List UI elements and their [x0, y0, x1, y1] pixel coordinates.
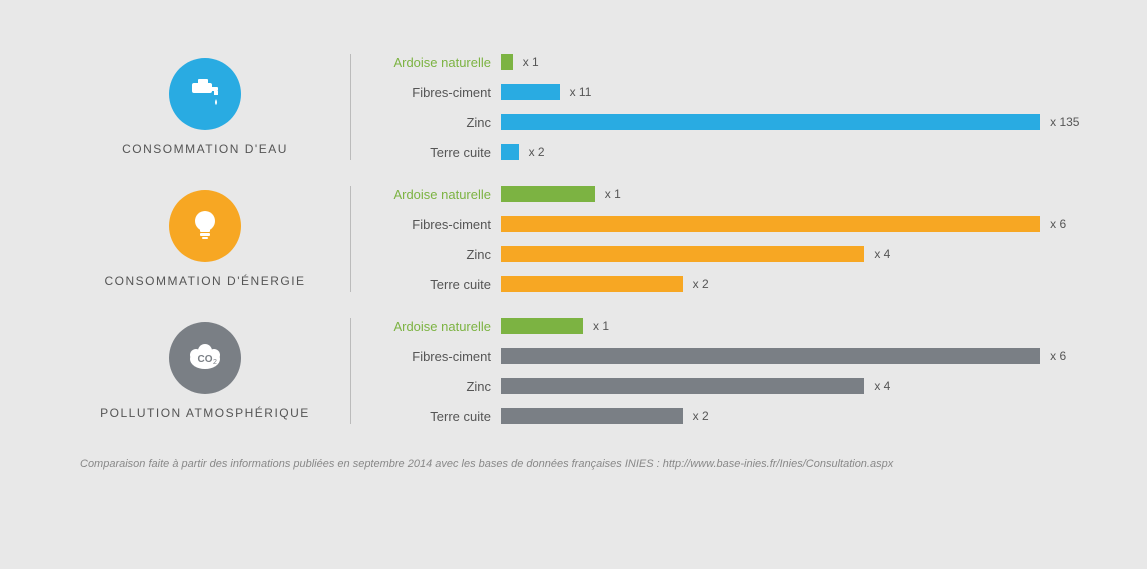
- section-title: CONSOMMATION D'EAU: [122, 142, 288, 156]
- bar-value: x 2: [693, 277, 709, 291]
- bar-track: x 6: [501, 216, 1087, 232]
- section-title: CONSOMMATION D'ÉNERGIE: [104, 274, 305, 288]
- bar-track: x 11: [501, 84, 1087, 100]
- bar-value: x 2: [529, 145, 545, 159]
- bar-fill: [501, 186, 595, 202]
- bar-row: Terre cuite x 2: [371, 276, 1087, 292]
- bars-group: Ardoise naturelle x 1 Fibres-ciment x 6 Zinc…: [351, 182, 1087, 296]
- bar-fill: [501, 276, 683, 292]
- bar-fill: [501, 54, 513, 70]
- bar-label: Fibres-ciment: [371, 349, 491, 364]
- chart-container: CONSOMMATION D'EAU Ardoise naturelle x 1 Fi…: [60, 50, 1087, 428]
- bar-track: x 135: [501, 114, 1087, 130]
- bars-group: Ardoise naturelle x 1 Fibres-ciment x 6 Zinc…: [351, 314, 1087, 428]
- bar-row: Fibres-ciment x 6: [371, 216, 1087, 232]
- bar-track: x 2: [501, 408, 1087, 424]
- icon-block: CO2 POLLUTION ATMOSPHÉRIQUE: [60, 322, 350, 420]
- section: CO2 POLLUTION ATMOSPHÉRIQUE Ardoise nature…: [60, 314, 1087, 428]
- bar-label: Terre cuite: [371, 145, 491, 160]
- bars-group: Ardoise naturelle x 1 Fibres-ciment x 11 Zin…: [351, 50, 1087, 164]
- bar-label: Zinc: [371, 379, 491, 394]
- bar-track: x 1: [501, 318, 1087, 334]
- bar-value: x 1: [593, 319, 609, 333]
- energy-icon: [169, 190, 241, 262]
- bar-value: x 1: [523, 55, 539, 69]
- bar-fill: [501, 144, 519, 160]
- bar-fill: [501, 114, 1040, 130]
- bar-row: Zinc x 4: [371, 246, 1087, 262]
- bar-row: Fibres-ciment x 6: [371, 348, 1087, 364]
- bar-label: Terre cuite: [371, 409, 491, 424]
- bar-track: x 1: [501, 54, 1087, 70]
- bar-track: x 1: [501, 186, 1087, 202]
- section: CONSOMMATION D'EAU Ardoise naturelle x 1 Fi…: [60, 50, 1087, 164]
- bar-value: x 135: [1050, 115, 1079, 129]
- bar-value: x 4: [874, 379, 890, 393]
- bar-label: Fibres-ciment: [371, 217, 491, 232]
- bar-label: Ardoise naturelle: [371, 187, 491, 202]
- water-icon: [169, 58, 241, 130]
- bar-value: x 1: [605, 187, 621, 201]
- section: CONSOMMATION D'ÉNERGIE Ardoise naturelle x…: [60, 182, 1087, 296]
- icon-block: CONSOMMATION D'EAU: [60, 58, 350, 156]
- svg-text:2: 2: [213, 359, 217, 366]
- co2-icon: CO2: [169, 322, 241, 394]
- bar-label: Fibres-ciment: [371, 85, 491, 100]
- bar-row: Ardoise naturelle x 1: [371, 186, 1087, 202]
- bar-fill: [501, 408, 683, 424]
- bar-row: Fibres-ciment x 11: [371, 84, 1087, 100]
- bar-fill: [501, 246, 864, 262]
- bar-row: Zinc x 135: [371, 114, 1087, 130]
- bar-fill: [501, 348, 1040, 364]
- bar-fill: [501, 216, 1040, 232]
- bar-row: Terre cuite x 2: [371, 144, 1087, 160]
- bar-label: Ardoise naturelle: [371, 55, 491, 70]
- bar-value: x 4: [874, 247, 890, 261]
- bar-row: Ardoise naturelle x 1: [371, 54, 1087, 70]
- bar-row: Terre cuite x 2: [371, 408, 1087, 424]
- bar-track: x 4: [501, 246, 1087, 262]
- icon-block: CONSOMMATION D'ÉNERGIE: [60, 190, 350, 288]
- bar-fill: [501, 318, 583, 334]
- bar-label: Terre cuite: [371, 277, 491, 292]
- bar-row: Zinc x 4: [371, 378, 1087, 394]
- bar-track: x 2: [501, 144, 1087, 160]
- bar-value: x 6: [1050, 217, 1066, 231]
- bar-value: x 6: [1050, 349, 1066, 363]
- footnote: Comparaison faite à partir des informati…: [60, 458, 1087, 470]
- bar-value: x 2: [693, 409, 709, 423]
- bar-label: Ardoise naturelle: [371, 319, 491, 334]
- bar-row: Ardoise naturelle x 1: [371, 318, 1087, 334]
- bar-label: Zinc: [371, 115, 491, 130]
- bar-track: x 6: [501, 348, 1087, 364]
- section-title: POLLUTION ATMOSPHÉRIQUE: [100, 406, 310, 420]
- bar-fill: [501, 84, 560, 100]
- bar-track: x 4: [501, 378, 1087, 394]
- bar-value: x 11: [570, 85, 592, 99]
- bar-track: x 2: [501, 276, 1087, 292]
- svg-text:CO: CO: [198, 354, 213, 365]
- bar-label: Zinc: [371, 247, 491, 262]
- bar-fill: [501, 378, 864, 394]
